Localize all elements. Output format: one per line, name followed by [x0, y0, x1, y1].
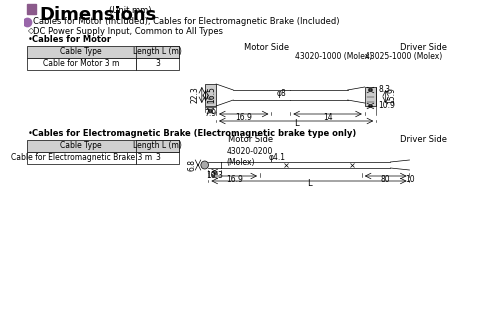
Text: Cables for Motor (Included), Cables for Electromagnetic Brake (Included): Cables for Motor (Included), Cables for …	[33, 17, 340, 26]
Text: L: L	[306, 179, 312, 188]
Text: 43025-1000 (Molex): 43025-1000 (Molex)	[364, 52, 442, 61]
Text: Length L (m): Length L (m)	[133, 142, 182, 151]
Bar	[26, 58, 136, 70]
Text: 14: 14	[323, 113, 332, 122]
Text: φ4.1: φ4.1	[268, 152, 285, 161]
Bar	[26, 140, 179, 152]
Text: Dimensions: Dimensions	[39, 6, 156, 24]
Bar	[26, 152, 136, 164]
Text: 10.9: 10.9	[378, 101, 395, 110]
Text: 10: 10	[404, 174, 414, 183]
Text: Cable Type: Cable Type	[60, 142, 102, 151]
Text: 16.9: 16.9	[236, 113, 252, 122]
Bar	[26, 46, 179, 58]
Text: Motor Side: Motor Side	[228, 136, 273, 145]
Text: Cables for Motor: Cables for Motor	[32, 35, 111, 44]
Text: •: •	[28, 35, 32, 44]
Text: 10.3: 10.3	[206, 170, 222, 179]
Bar	[136, 58, 179, 70]
Text: 3: 3	[155, 59, 160, 68]
Text: Cable for Motor 3 m: Cable for Motor 3 m	[43, 59, 120, 68]
Text: 7.9: 7.9	[204, 109, 216, 118]
Text: Length L (m): Length L (m)	[133, 48, 182, 57]
Text: ◇: ◇	[28, 26, 34, 35]
Text: Driver Side: Driver Side	[400, 136, 448, 145]
Text: •: •	[28, 129, 32, 138]
Text: φ8: φ8	[276, 90, 286, 99]
Text: Cable for Electromagnetic Brake 3 m: Cable for Electromagnetic Brake 3 m	[10, 154, 152, 163]
Text: L: L	[294, 119, 298, 128]
Text: 16.9: 16.9	[226, 174, 242, 183]
Bar	[136, 140, 179, 152]
Bar	[364, 87, 376, 106]
Text: 22.3: 22.3	[191, 87, 200, 103]
Text: 15.9: 15.9	[388, 88, 396, 104]
Circle shape	[201, 161, 208, 169]
Text: Cable Type: Cable Type	[60, 48, 102, 57]
Bar	[136, 46, 179, 58]
Text: Motor Side: Motor Side	[244, 44, 289, 53]
Text: 43020-1000 (Molex): 43020-1000 (Molex)	[295, 52, 372, 61]
Text: Cables for Electromagnetic Brake (Electromagnetic brake type only): Cables for Electromagnetic Brake (Electr…	[32, 129, 356, 138]
Text: 43020-0200
(Molex): 43020-0200 (Molex)	[226, 147, 273, 167]
Text: (Unit mm): (Unit mm)	[110, 6, 152, 15]
Bar	[204, 84, 216, 106]
Text: 3: 3	[155, 154, 160, 163]
Text: 8.3: 8.3	[378, 86, 390, 95]
Text: 80: 80	[381, 174, 390, 183]
Text: Driver Side: Driver Side	[400, 44, 448, 53]
Text: DC Power Supply Input, Common to All Types: DC Power Supply Input, Common to All Typ…	[33, 26, 223, 35]
Bar	[136, 152, 179, 164]
Text: 6.8: 6.8	[187, 159, 196, 171]
Text: 16.5: 16.5	[208, 86, 216, 104]
Bar	[26, 4, 36, 14]
